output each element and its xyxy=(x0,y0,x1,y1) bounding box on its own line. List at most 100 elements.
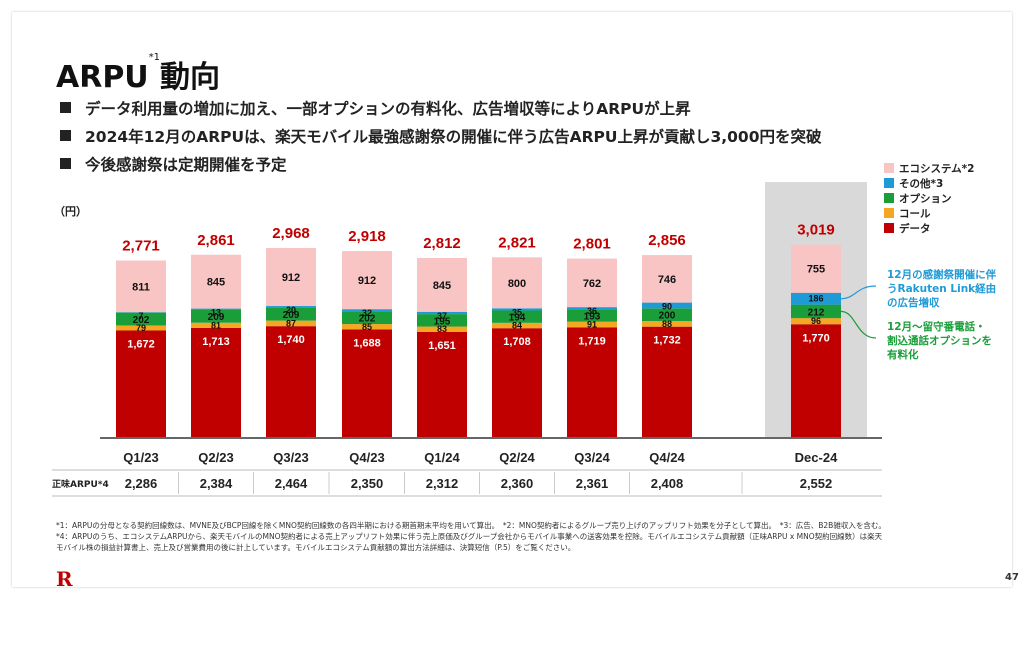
total-label-0: 2,771 xyxy=(122,237,160,254)
footnotes: *1：ARPUの分母となる契約回線数は、MVNE及びBCP回線を除くMNO契約回… xyxy=(56,520,1016,553)
data-label-0-2: 202 xyxy=(133,315,150,326)
data-label-2-2: 209 xyxy=(283,310,300,321)
data-label-8-3: 186 xyxy=(808,294,823,304)
bar-segment-0-4 xyxy=(116,260,166,313)
data-label-4-0: 1,651 xyxy=(428,340,456,352)
data-label-6-1: 91 xyxy=(587,320,597,330)
bar-segment-7-2 xyxy=(642,308,692,322)
legend-label-0: エコシステム*2 xyxy=(899,163,974,175)
legend-label-4: データ xyxy=(899,222,931,235)
legend-label-3: コール xyxy=(899,208,931,220)
bar-segment-6-4 xyxy=(567,258,617,308)
bar-segment-6-3 xyxy=(567,307,617,310)
data-label-0-3: 7 xyxy=(138,311,143,321)
annotation-text-1-1: 割込通話オプションを xyxy=(887,334,992,347)
total-label-5: 2,821 xyxy=(498,234,536,251)
data-label-3-2: 202 xyxy=(359,314,376,325)
rakuten-logo: R xyxy=(56,567,73,591)
data-label-3-0: 1,688 xyxy=(353,337,381,349)
page-title: ARPU*1動向 xyxy=(56,52,221,95)
data-label-0-1: 79 xyxy=(136,323,146,333)
bar-segment-8-2 xyxy=(791,304,841,319)
bar-segment-7-3 xyxy=(642,302,692,309)
data-label-4-4: 845 xyxy=(433,280,451,292)
bullet-square-icon xyxy=(60,158,71,169)
data-label-6-2: 193 xyxy=(584,312,601,323)
total-label-8: 3,019 xyxy=(797,222,835,239)
total-label-7: 2,856 xyxy=(648,232,686,249)
bar-segment-2-4 xyxy=(266,247,316,307)
data-label-4-1: 83 xyxy=(437,324,447,334)
net-arpu-value-5: 2,360 xyxy=(501,476,534,491)
bar-segment-4-4 xyxy=(417,257,467,312)
data-label-2-1: 87 xyxy=(286,318,296,328)
bar-segment-1-2 xyxy=(191,309,241,323)
total-label-1: 2,861 xyxy=(197,232,235,249)
category-label-5: Q2/24 xyxy=(499,450,535,465)
slide: ARPU*1動向 データ利用量の増加に加え、一部オプションの有料化、広告増収等に… xyxy=(12,12,1019,591)
data-label-8-2: 212 xyxy=(808,307,825,318)
data-label-5-4: 800 xyxy=(508,278,526,290)
title-footnote-mark: *1 xyxy=(148,52,161,63)
data-label-1-1: 81 xyxy=(211,320,221,330)
legend-swatch-3 xyxy=(884,208,894,218)
bar-segment-8-3 xyxy=(791,292,841,305)
bar-segment-6-1 xyxy=(567,321,617,328)
legend-swatch-1 xyxy=(884,178,894,188)
bar-segment-3-0 xyxy=(342,329,392,437)
bar-segment-7-4 xyxy=(642,255,692,303)
data-label-3-1: 85 xyxy=(362,322,372,332)
data-label-3-3: 32 xyxy=(362,308,372,318)
data-label-1-3: 13 xyxy=(211,308,221,318)
bar-segment-6-2 xyxy=(567,309,617,322)
footnote-line: モバイル株の損益計算書上、売上及び営業費用の後に計上しています。モバイルエコシス… xyxy=(56,543,576,552)
bar-segment-1-0 xyxy=(191,327,241,437)
data-label-6-0: 1,719 xyxy=(578,335,606,347)
data-label-2-0: 1,740 xyxy=(277,334,305,346)
data-label-5-0: 1,708 xyxy=(503,336,531,348)
net-arpu-value-0: 2,286 xyxy=(125,476,158,491)
bar-segment-7-0 xyxy=(642,326,692,437)
bar-segment-4-3 xyxy=(417,311,467,315)
legend-swatch-0 xyxy=(884,163,894,173)
bar-segment-5-1 xyxy=(492,322,542,329)
net-arpu-value-1: 2,384 xyxy=(200,476,233,491)
data-label-2-3: 20 xyxy=(286,305,296,315)
bar-segment-3-1 xyxy=(342,324,392,330)
bar-segment-3-2 xyxy=(342,311,392,325)
bullet-square-icon xyxy=(60,130,71,141)
bar-segment-4-2 xyxy=(417,314,467,327)
bar-segment-0-1 xyxy=(116,325,166,331)
page-number: 47 xyxy=(1005,572,1019,583)
data-label-7-2: 200 xyxy=(659,311,676,322)
data-label-6-3: 36 xyxy=(587,306,597,316)
bar-segment-1-3 xyxy=(191,308,241,310)
data-label-7-4: 746 xyxy=(658,274,676,286)
footnote-line: *1：ARPUの分母となる契約回線数は、MVNE及びBCP回線を除くMNO契約回… xyxy=(56,521,886,530)
data-label-1-4: 845 xyxy=(207,277,225,289)
bar-segment-6-0 xyxy=(567,327,617,437)
total-label-3: 2,918 xyxy=(348,228,386,245)
data-label-5-3: 35 xyxy=(512,307,522,317)
net-arpu-value-3: 2,350 xyxy=(351,476,384,491)
bar-segment-4-0 xyxy=(417,331,467,437)
legend-label-2: オプション xyxy=(899,192,952,205)
data-label-7-3: 90 xyxy=(662,302,672,312)
bar-segment-2-0 xyxy=(266,326,316,437)
data-label-5-1: 84 xyxy=(512,321,522,331)
bullet-1: データ利用量の増加に加え、一部オプションの有料化、広告増収等によりARPUが上昇 xyxy=(60,97,691,119)
legend-label-1: その他*3 xyxy=(899,177,943,190)
bar-segment-5-4 xyxy=(492,257,542,309)
bar-segment-3-3 xyxy=(342,309,392,312)
data-label-8-1: 96 xyxy=(811,316,821,326)
annotation-connector-1 xyxy=(840,310,877,339)
bar-segment-3-4 xyxy=(342,251,392,310)
net-arpu-value-6: 2,361 xyxy=(576,476,609,491)
bar-segment-2-2 xyxy=(266,307,316,321)
annotation-text-1-2: 有料化 xyxy=(887,348,919,361)
legend-swatch-2 xyxy=(884,193,894,203)
net-arpu-value-8: 2,552 xyxy=(800,476,833,491)
data-label-1-0: 1,713 xyxy=(202,336,230,348)
category-label-3: Q4/23 xyxy=(349,450,384,465)
bar-segment-8-4 xyxy=(791,244,841,293)
